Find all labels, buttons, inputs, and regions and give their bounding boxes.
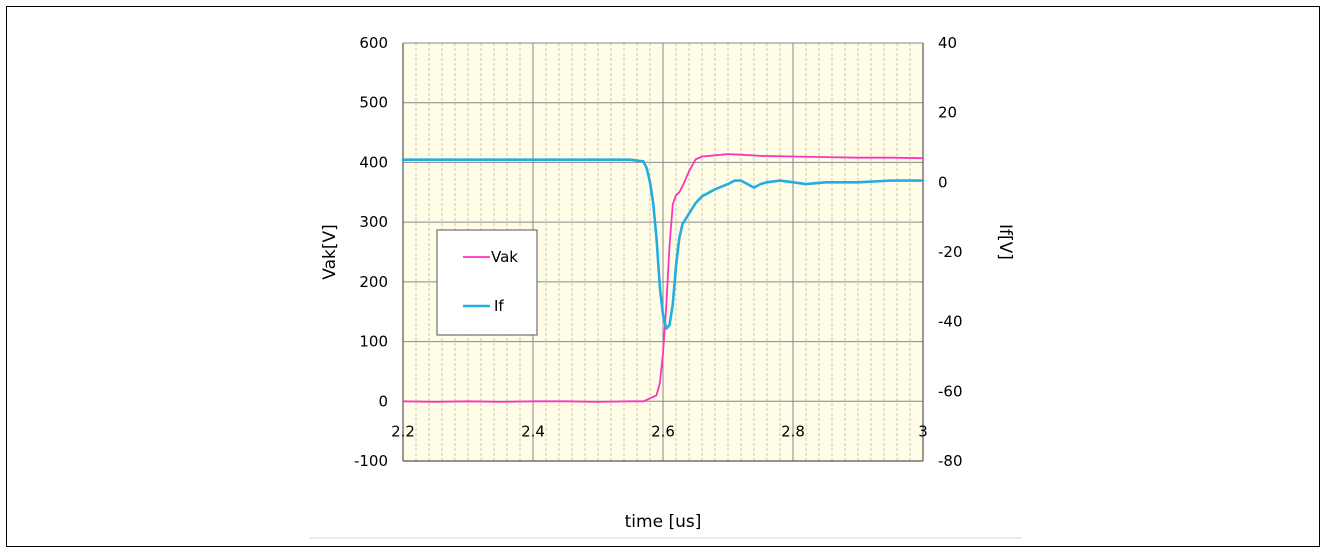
- legend-label-vak: Vak: [491, 248, 518, 266]
- left-y-tick-label: 400: [359, 153, 388, 171]
- right-y-axis-title: If[V]: [995, 224, 1015, 260]
- left-y-tick-label: 500: [359, 94, 388, 112]
- x-tick-label: 3: [918, 422, 928, 440]
- x-tick-label: 2.8: [781, 422, 805, 440]
- legend: Vak If: [436, 229, 538, 336]
- x-axis-title: time [us]: [625, 512, 702, 532]
- left-y-axis-title: Vak[V]: [320, 224, 340, 279]
- right-y-tick-label: -60: [938, 382, 963, 400]
- series-layer: [401, 153, 925, 403]
- right-y-tick-label: -40: [938, 313, 963, 331]
- right-y-tick-label: -80: [938, 452, 963, 470]
- right-y-tick-label: 40: [938, 34, 957, 52]
- series-line-if: [401, 158, 925, 330]
- series-line-vak: [402, 153, 924, 403]
- right-y-tick-labels: -80 -60 -40 -20 0 20 40: [938, 34, 963, 470]
- right-y-tick-label: 0: [938, 173, 948, 191]
- right-y-tick-label: -20: [938, 243, 963, 261]
- x-tick-labels: 2.2 2.4 2.6 2.8 3: [391, 422, 928, 440]
- left-y-tick-label: 100: [359, 333, 388, 351]
- x-tick-label: 2.4: [521, 422, 545, 440]
- left-y-tick-label: 600: [359, 34, 388, 52]
- legend-label-if: If: [494, 297, 504, 315]
- right-y-tick-label: 20: [938, 104, 957, 122]
- x-tick-label: 2.2: [391, 422, 415, 440]
- left-y-tick-label: 300: [359, 213, 388, 231]
- left-y-tick-label: 200: [359, 273, 388, 291]
- left-y-tick-labels: -100 0 100 200 300 400 500 600: [354, 34, 388, 470]
- left-y-tick-label: -100: [354, 452, 388, 470]
- left-y-tick-label: 0: [378, 392, 388, 410]
- x-tick-label: 2.6: [651, 422, 675, 440]
- legend-box: [436, 229, 538, 336]
